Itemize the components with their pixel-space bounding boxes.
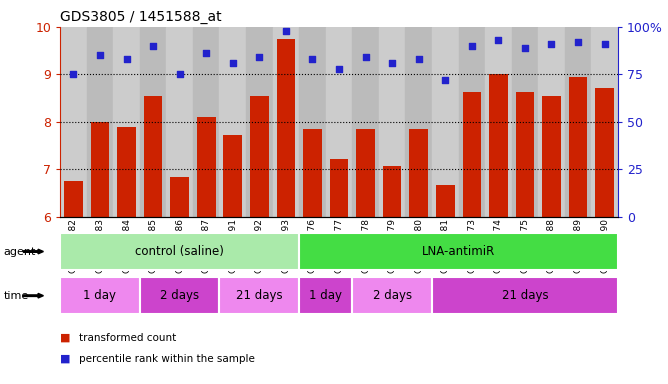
Point [254, 54, 265, 60]
Bar [595, 88, 614, 217]
Bar [436, 185, 454, 217]
Bar [91, 122, 110, 217]
Text: LNA-antimiR: LNA-antimiR [422, 245, 495, 258]
Bar [326, 27, 352, 217]
Bar [166, 27, 193, 217]
Bar [591, 27, 618, 217]
Bar [193, 27, 220, 217]
Bar [485, 27, 512, 217]
Bar [299, 27, 326, 217]
Text: 1 day: 1 day [309, 289, 342, 302]
Bar [383, 166, 401, 217]
Bar [516, 93, 534, 217]
Text: time: time [3, 291, 29, 301]
Text: 2 days: 2 days [160, 289, 199, 302]
Bar [140, 27, 166, 217]
Bar [542, 96, 561, 217]
Bar [489, 74, 508, 217]
Bar [60, 233, 299, 270]
Bar [379, 27, 405, 217]
Bar [140, 277, 220, 314]
Bar [273, 27, 299, 217]
Bar [224, 135, 242, 217]
Point [201, 50, 212, 56]
Bar [114, 27, 140, 217]
Point [281, 28, 291, 34]
Text: GDS3805 / 1451588_at: GDS3805 / 1451588_at [60, 10, 222, 25]
Bar [352, 277, 432, 314]
Point [227, 60, 238, 66]
Point [466, 43, 477, 49]
Text: 21 days: 21 days [502, 289, 548, 302]
Bar [246, 27, 273, 217]
Bar [170, 177, 189, 217]
Bar [60, 277, 140, 314]
Text: agent: agent [3, 247, 35, 257]
Text: ■: ■ [60, 333, 71, 343]
Text: 2 days: 2 days [373, 289, 411, 302]
Point [546, 41, 557, 47]
Point [599, 41, 610, 47]
Point [493, 37, 504, 43]
Point [174, 71, 185, 78]
Bar [432, 277, 618, 314]
Point [95, 52, 106, 58]
Point [360, 54, 371, 60]
Bar [462, 93, 481, 217]
Bar [432, 27, 458, 217]
Bar [303, 129, 322, 217]
Point [68, 71, 79, 78]
Text: transformed count: transformed count [79, 333, 176, 343]
Bar [512, 27, 538, 217]
Point [148, 43, 158, 49]
Bar [250, 96, 269, 217]
Bar [538, 27, 564, 217]
Bar [277, 39, 295, 217]
Point [520, 45, 530, 51]
Bar [64, 181, 83, 217]
Bar [352, 27, 379, 217]
Bar [87, 27, 114, 217]
Text: percentile rank within the sample: percentile rank within the sample [79, 354, 255, 364]
Bar [568, 77, 587, 217]
Point [413, 56, 424, 62]
Text: ■: ■ [60, 354, 71, 364]
Bar [564, 27, 591, 217]
Bar [299, 233, 618, 270]
Text: 21 days: 21 days [236, 289, 283, 302]
Point [572, 39, 583, 45]
Bar [356, 129, 375, 217]
Bar [458, 27, 485, 217]
Bar [144, 96, 162, 217]
Text: control (saline): control (saline) [135, 245, 224, 258]
Bar [409, 129, 428, 217]
Bar [299, 277, 352, 314]
Bar [330, 159, 348, 217]
Point [334, 66, 345, 72]
Bar [220, 277, 299, 314]
Point [121, 56, 132, 62]
Bar [405, 27, 432, 217]
Bar [197, 117, 216, 217]
Bar [220, 27, 246, 217]
Point [307, 56, 318, 62]
Bar [117, 127, 136, 217]
Text: 1 day: 1 day [84, 289, 116, 302]
Point [440, 77, 451, 83]
Point [387, 60, 397, 66]
Bar [60, 27, 87, 217]
